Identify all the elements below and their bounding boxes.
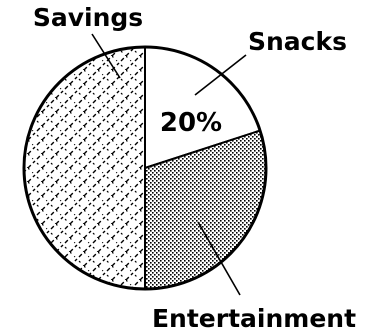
slice-label-entertainment: Entertainment xyxy=(152,304,356,333)
slice-label-savings: Savings xyxy=(33,3,143,32)
leader-line-snacks xyxy=(194,54,247,96)
leader-line-entertainment xyxy=(197,221,241,296)
leader-line-savings xyxy=(91,33,121,79)
pie-slice-savings xyxy=(23,45,146,291)
slice-value-label-snacks: 20% xyxy=(160,108,222,138)
pie-slices xyxy=(23,45,267,291)
slice-label-snacks: Snacks xyxy=(248,27,347,56)
pie-outline xyxy=(22,45,268,291)
pie-labels: Snacks 20% Entertainment Savings xyxy=(33,3,356,333)
